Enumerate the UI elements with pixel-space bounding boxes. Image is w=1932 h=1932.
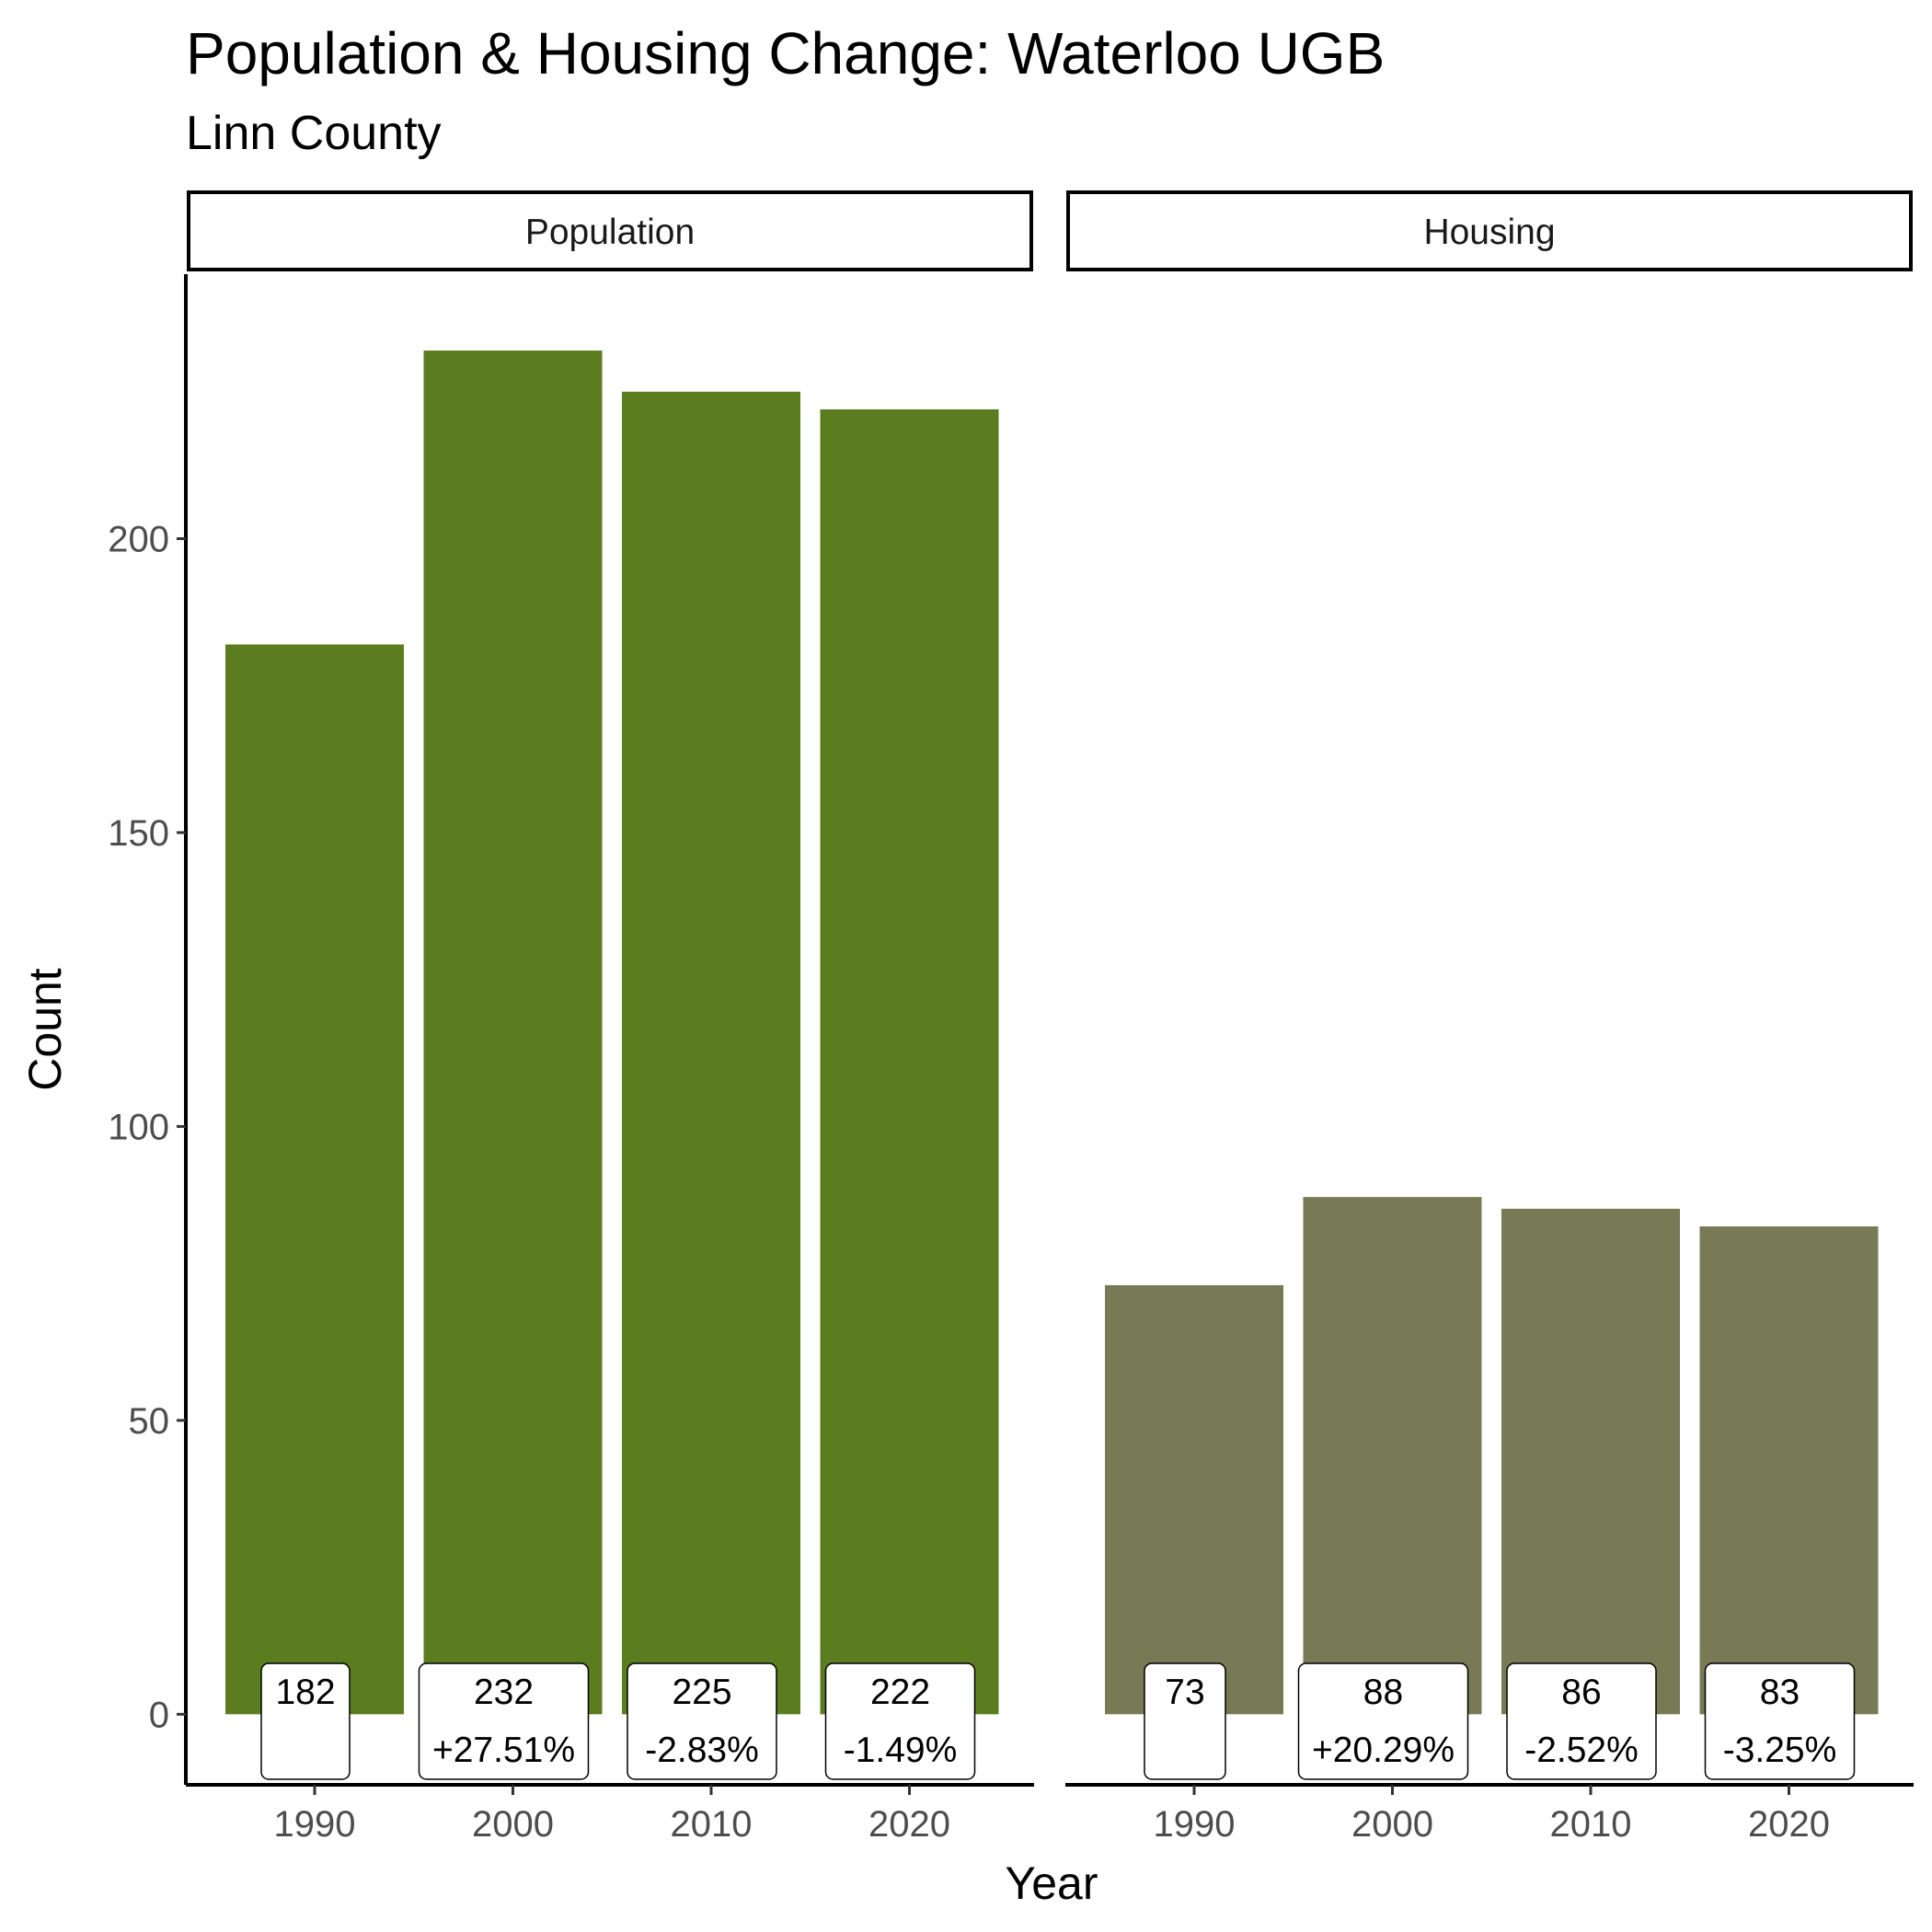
value-label: 83 bbox=[1760, 1673, 1800, 1712]
x-tick-label: 1990 bbox=[1154, 1804, 1236, 1845]
data-label: 88 +20.29% bbox=[1297, 1662, 1469, 1780]
y-tick-label: 200 bbox=[108, 520, 169, 560]
chart-title: Population & Housing Change: Waterloo UG… bbox=[186, 20, 1385, 86]
data-label-box bbox=[824, 1662, 976, 1780]
x-tick-label: 2020 bbox=[1748, 1804, 1830, 1845]
bar-population-2020 bbox=[820, 408, 999, 1715]
data-label: 83 -3.25% bbox=[1704, 1662, 1856, 1780]
y-axis: 0 50 100 150 200 bbox=[108, 274, 188, 1785]
bar-population-2010 bbox=[622, 391, 800, 1715]
bar-housing-2020 bbox=[1699, 1226, 1879, 1715]
bar-population-1990 bbox=[225, 644, 404, 1715]
change-label: -2.83% bbox=[645, 1731, 759, 1770]
y-tick-label: 50 bbox=[129, 1401, 170, 1442]
facet-panels: Population 182 1990 232 +27.51% 2000 225 -2.83%… bbox=[186, 190, 1914, 1845]
data-label-box bbox=[418, 1662, 590, 1780]
bar-housing-2000 bbox=[1303, 1197, 1482, 1715]
change-label: +20.29% bbox=[1312, 1731, 1455, 1770]
x-axis-title: Year bbox=[1005, 1857, 1098, 1909]
data-label-box bbox=[627, 1662, 777, 1780]
y-tick-label: 150 bbox=[108, 813, 169, 854]
panel-housing: Housing 73 1990 88 +20.29% 2000 86 -2.52% 2010 83… bbox=[1065, 190, 1914, 1845]
value-label: 86 bbox=[1561, 1673, 1601, 1712]
data-label: 86 -2.52% bbox=[1506, 1662, 1657, 1780]
y-tick-label: 0 bbox=[149, 1695, 169, 1735]
facet-strip bbox=[1066, 190, 1913, 271]
bar-population-2000 bbox=[423, 351, 603, 1715]
x-tick-label: 2020 bbox=[868, 1804, 950, 1845]
value-label: 232 bbox=[474, 1673, 534, 1712]
data-label-box bbox=[1704, 1662, 1856, 1780]
bar-housing-2010 bbox=[1501, 1208, 1680, 1715]
bar-housing-1990 bbox=[1105, 1284, 1283, 1715]
x-tick-label: 2000 bbox=[1351, 1804, 1433, 1845]
data-label: 73 bbox=[1144, 1662, 1226, 1780]
x-tick-label: 2000 bbox=[472, 1804, 554, 1845]
value-label: 182 bbox=[275, 1673, 335, 1712]
change-label: -3.25% bbox=[1723, 1731, 1837, 1770]
data-label: 232 +27.51% bbox=[418, 1662, 590, 1780]
x-tick-label: 2010 bbox=[671, 1804, 753, 1845]
value-label: 73 bbox=[1165, 1673, 1204, 1712]
data-label-box bbox=[1506, 1662, 1657, 1780]
value-label: 222 bbox=[870, 1673, 930, 1712]
x-tick-label: 2010 bbox=[1550, 1804, 1632, 1845]
value-label: 88 bbox=[1363, 1673, 1403, 1712]
y-tick-label: 100 bbox=[108, 1107, 169, 1147]
y-axis-title: Count bbox=[19, 968, 71, 1091]
change-label: -1.49% bbox=[844, 1731, 958, 1770]
data-label-box bbox=[260, 1662, 351, 1780]
data-label-box bbox=[1144, 1662, 1226, 1780]
data-label: 182 bbox=[260, 1662, 351, 1780]
panel-population: Population 182 1990 232 +27.51% 2000 225 -2.83%… bbox=[186, 190, 1034, 1845]
data-label-box bbox=[1297, 1662, 1469, 1780]
data-label: 222 -1.49% bbox=[824, 1662, 976, 1780]
value-label: 225 bbox=[672, 1673, 731, 1712]
facet-strip-label: Housing bbox=[1423, 213, 1555, 252]
facet-strip bbox=[187, 190, 1033, 271]
x-tick-label: 1990 bbox=[274, 1804, 356, 1845]
change-label: +27.51% bbox=[432, 1731, 575, 1770]
data-label: 225 -2.83% bbox=[627, 1662, 777, 1780]
change-label: -2.52% bbox=[1524, 1731, 1639, 1770]
chart-subtitle: Linn County bbox=[186, 107, 442, 160]
facet-strip-label: Population bbox=[525, 213, 695, 252]
